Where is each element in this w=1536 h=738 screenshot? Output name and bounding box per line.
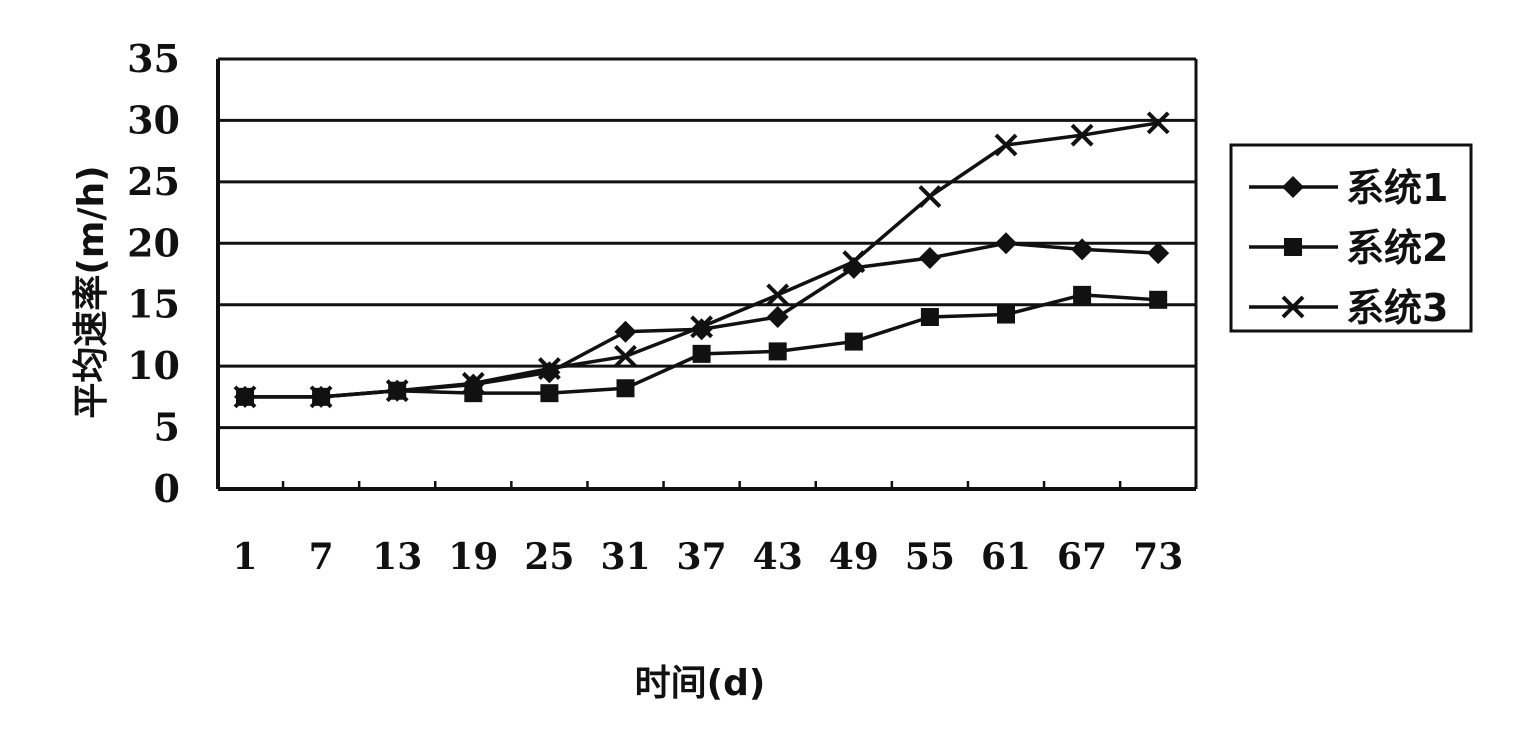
data-point [1070,123,1094,147]
gridlines [218,57,1196,430]
data-point [540,384,559,403]
data-point [766,283,790,307]
data-point [766,306,789,328]
x-tick-label: 43 [753,536,803,578]
x-tick-label: 31 [600,536,650,578]
x-tick-label: 55 [905,536,955,578]
data-point [1149,290,1168,309]
data-point [537,357,561,381]
data-point [616,379,635,398]
data-point [995,232,1017,255]
legend-item-3: 系统3 [1249,286,1448,330]
legend-marker [1282,176,1304,198]
legend-marker [1281,295,1305,319]
data-point [997,305,1015,324]
y-tick-labels: 0 5 10 15 20 25 30 35 [127,36,180,511]
legend-box [1229,143,1473,333]
x-tick-label: 13 [372,536,422,578]
x-tick-label: 25 [524,536,574,578]
x-tick-label: 73 [1133,536,1183,578]
y-tick-label: 20 [127,220,180,265]
data-point [233,385,257,409]
y-tick-label: 30 [127,97,180,142]
data-point [614,320,637,343]
x-tick-label: 37 [677,536,727,578]
data-point [994,133,1018,157]
data-point [918,185,942,209]
data-point [309,385,333,409]
data-point [690,315,714,339]
legend-label: 系统1 [1346,166,1448,210]
series-lines [233,111,1170,409]
data-point [1071,238,1094,261]
data-point [461,371,485,395]
y-tick-label: 15 [127,282,180,327]
legend-marker [1284,238,1302,256]
legend-item-1: 系统1 [1249,166,1448,210]
legend-label: 系统2 [1346,226,1448,270]
y-tick-label: 5 [154,405,180,450]
data-point [920,308,939,326]
y-tick-label: 0 [154,466,180,511]
data-point [918,247,941,270]
x-axis-title: 时间(d) [635,663,766,704]
axes [216,59,1198,491]
legend-item-2: 系统2 [1249,226,1448,270]
y-tick-label: 35 [127,36,180,81]
legend-items: 系统1 系统2 系统3 [1249,166,1448,330]
data-point [538,361,561,384]
data-point [385,379,409,403]
y-tick-label: 10 [127,343,180,388]
x-tick-label: 1 [232,536,257,578]
series-3 [233,111,1170,409]
data-point [692,344,711,363]
x-tick-label: 61 [981,536,1031,578]
data-point [1073,285,1092,304]
series-1 [234,232,1170,408]
legend-label: 系统3 [1346,286,1448,330]
data-point [844,332,863,351]
data-point [1146,111,1170,135]
x-tick-label: 7 [309,536,334,578]
x-tick-label: 67 [1057,536,1107,578]
x-tick-label: 49 [829,536,879,578]
data-point [614,344,637,368]
x-tick-labels: 1 7 13 19 25 31 37 43 49 55 61 67 73 [232,536,1183,578]
data-point [768,342,787,361]
legend: 系统1 系统2 系统3 [1229,143,1473,333]
x-tick-label: 19 [448,536,498,578]
y-axis-title: 平均速率(m/h) [71,165,112,418]
data-point [1147,242,1170,265]
data-point [842,250,866,274]
y-tick-label: 25 [127,159,180,204]
